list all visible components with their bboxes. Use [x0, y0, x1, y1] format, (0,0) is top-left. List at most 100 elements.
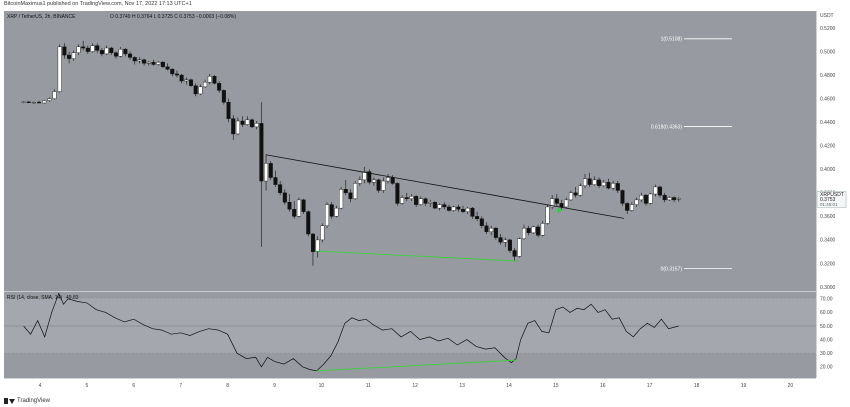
candle-body	[437, 204, 442, 209]
candle-body	[104, 47, 109, 55]
candle-body	[385, 177, 390, 182]
publisher-header: BitcoinMaximus1 published on TradingView…	[4, 1, 192, 7]
candle-body	[339, 189, 344, 209]
candle-body	[446, 206, 451, 211]
candle-body	[268, 163, 273, 178]
candle-body	[259, 123, 264, 182]
candle-body	[409, 196, 414, 199]
footer-brand: TradingView	[17, 398, 51, 404]
candle-body	[582, 178, 587, 186]
candle-body	[160, 61, 165, 68]
candle-body	[37, 101, 42, 104]
candle-body	[296, 199, 301, 217]
price-tag-value: 0.3753	[820, 197, 836, 203]
candle-body	[390, 177, 395, 184]
candle-body	[531, 226, 536, 234]
candle-body	[207, 76, 212, 83]
candle-body	[315, 239, 320, 252]
x-tick-label: 6	[132, 383, 135, 389]
candle-body	[526, 227, 531, 234]
candle-body	[212, 76, 217, 84]
y-tick-label: 0.5200	[820, 26, 836, 32]
candle-body	[231, 118, 236, 135]
x-tick-label: 17	[647, 383, 653, 389]
candle-body	[57, 46, 62, 92]
candle-body	[31, 101, 36, 104]
x-tick-label: 7	[179, 383, 182, 389]
price-tag: XRPUSDT 0.3753 01:46:01	[816, 191, 847, 208]
candle-body	[540, 223, 545, 236]
candle-body	[42, 100, 47, 104]
candle-body	[306, 211, 311, 235]
candle-body	[221, 90, 226, 103]
rsi-y-tick-label: 40.00	[820, 337, 833, 343]
candle-body	[329, 204, 334, 217]
candle-body	[489, 227, 494, 232]
fib-level-label: 1(0.5108)	[661, 37, 683, 43]
y-tick-label: 0.5000	[820, 49, 836, 55]
candle-body	[653, 186, 658, 195]
candle-body	[587, 178, 592, 185]
candle-body	[325, 204, 330, 226]
fib-level-label: 0(0.3157)	[661, 266, 683, 272]
candle-body	[568, 192, 573, 201]
y-tick-label: 0.4200	[820, 144, 836, 150]
y-tick-label: 0.3600	[820, 214, 836, 220]
candle-body	[493, 227, 498, 238]
x-tick-label: 10	[319, 383, 325, 389]
candle-body	[676, 198, 681, 200]
x-tick-label: 8	[226, 383, 229, 389]
candle-body	[371, 179, 376, 183]
candle-body	[625, 203, 630, 211]
candle-body	[301, 199, 306, 212]
candle-body	[648, 193, 653, 204]
candle-body	[498, 237, 503, 243]
candle-body	[475, 216, 480, 219]
rsi-value-label: 49.83	[66, 295, 79, 301]
rsi-divergence-line	[316, 359, 519, 372]
candle-body	[381, 180, 386, 191]
rsi-line	[23, 292, 679, 372]
candle-body	[564, 199, 569, 208]
candle-body	[203, 81, 208, 88]
x-tick-label: 4	[39, 383, 42, 389]
candle-body	[170, 69, 175, 75]
candle-body	[137, 59, 142, 62]
candle-body	[67, 54, 72, 59]
x-tick-label: 11	[366, 383, 371, 389]
candle-body	[343, 189, 348, 194]
rsi-y-tick-label: 60.00	[820, 310, 833, 316]
ohlc-label: O 0.3749 H 0.3764 L 0.3725 C 0.3753 −0.0…	[110, 14, 236, 20]
y-tick-label: 0.4600	[820, 96, 836, 102]
x-tick-label: 5	[86, 383, 89, 389]
candle-body	[606, 182, 611, 189]
candle-body	[432, 202, 437, 209]
candle-body	[357, 179, 362, 184]
candle-body	[264, 163, 269, 182]
y-tick-label: 0.4000	[820, 167, 836, 173]
candle-body	[193, 85, 198, 95]
fib-level-label: 0.618(0.4363)	[651, 124, 682, 130]
candle-body	[142, 59, 147, 64]
candle-body	[554, 198, 559, 204]
candle-body	[376, 179, 381, 191]
candle-body	[165, 66, 170, 70]
y-axis-unit: USDT	[820, 13, 834, 19]
candle-body	[320, 225, 325, 241]
candle-body	[26, 101, 31, 103]
candle-body	[292, 209, 297, 217]
candle-body	[254, 123, 259, 128]
candle-body	[235, 120, 240, 135]
candle-body	[62, 46, 67, 56]
candle-body	[503, 239, 508, 243]
candle-body	[52, 91, 57, 99]
price-tag-countdown: 01:46:01	[820, 202, 838, 207]
candle-body	[536, 226, 541, 236]
candle-body	[81, 46, 86, 49]
candle-body	[507, 239, 512, 251]
candle-body	[21, 101, 26, 103]
candle-body	[151, 61, 156, 65]
price-tag-symbol: XRPUSDT	[820, 192, 844, 198]
candle-body	[418, 198, 423, 205]
rsi-y-tick-label: 20.00	[820, 365, 833, 371]
